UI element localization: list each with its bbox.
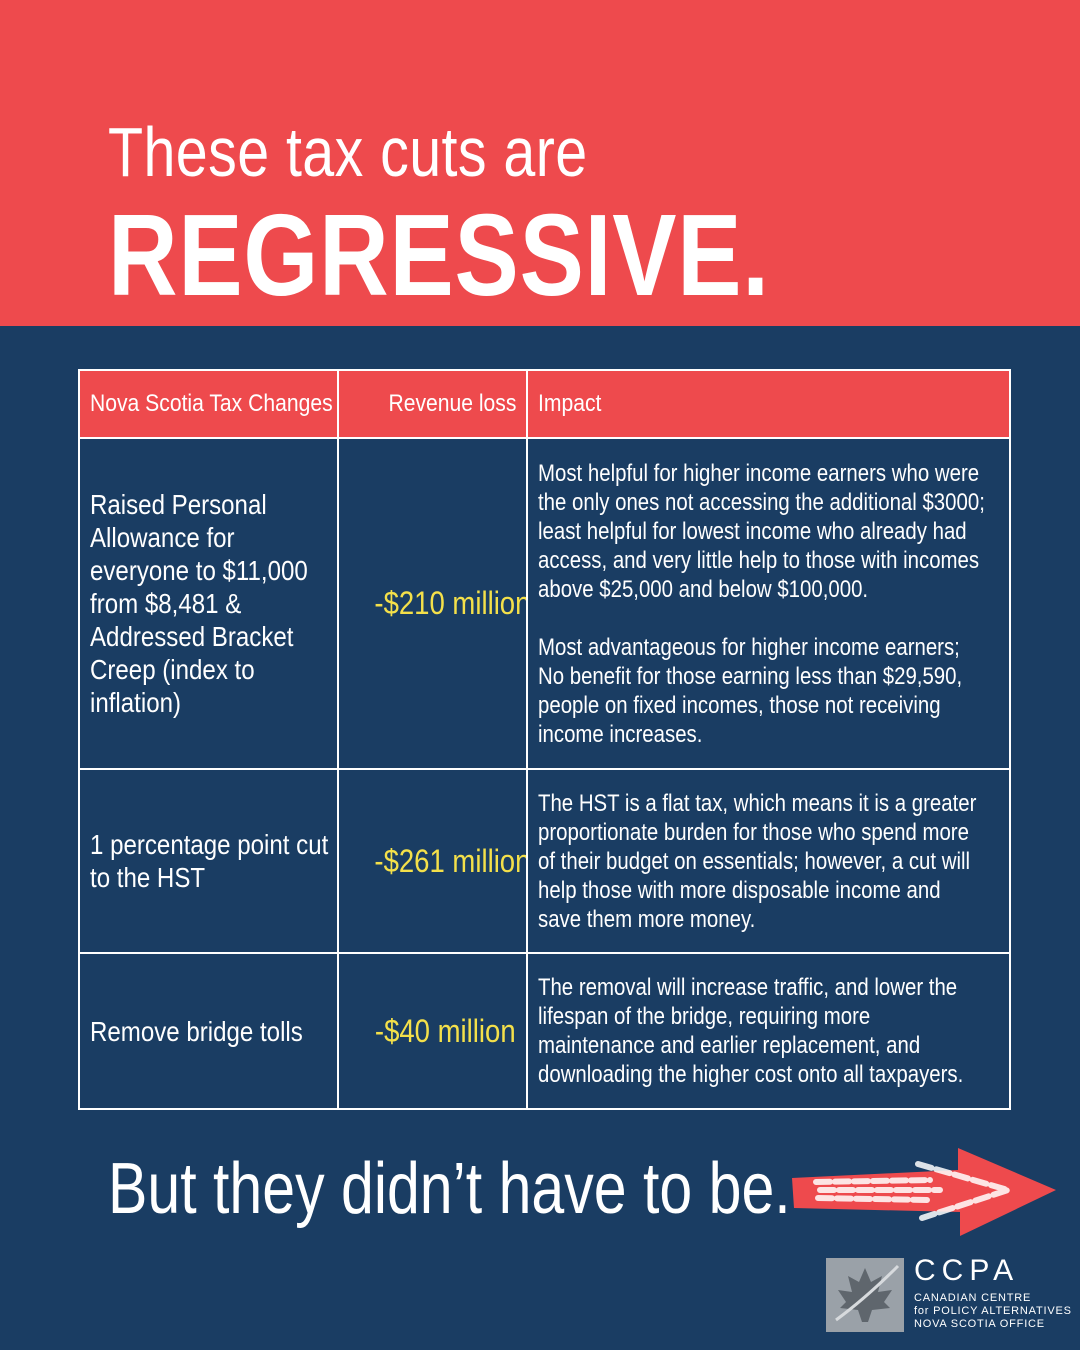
impact-paragraph: Most helpful for higher income earners w…: [538, 459, 985, 603]
tax-change-cell: 1 percentage point cut to the HST: [78, 768, 339, 954]
table-header-row: Nova Scotia Tax Changes Revenue loss Imp…: [78, 369, 1011, 439]
impact-cell: Most helpful for higher income earners w…: [526, 437, 1011, 770]
arrow-right-icon: [792, 1148, 1056, 1236]
logo-name: CCPA: [914, 1254, 1020, 1287]
column-header-tax-changes: Nova Scotia Tax Changes: [78, 369, 339, 439]
tax-change-cell: Remove bridge tolls: [78, 952, 339, 1110]
logo-subtitle-line-3: NOVA SCOTIA OFFICE: [914, 1318, 1045, 1330]
tax-changes-table: Nova Scotia Tax Changes Revenue loss Imp…: [78, 369, 1011, 1110]
column-header-revenue-loss: Revenue loss: [337, 369, 528, 439]
impact-paragraph: Most advantageous for higher income earn…: [538, 633, 963, 748]
logo-subtitle-line-2: for POLICY ALTERNATIVES: [914, 1305, 1072, 1317]
tax-change-cell: Raised Personal Allowance for everyone t…: [78, 437, 339, 770]
column-header-impact: Impact: [526, 369, 1011, 439]
impact-cell: The HST is a flat tax, which means it is…: [526, 768, 1011, 954]
headline-line-2: REGRESSIVE.: [108, 190, 770, 320]
maple-leaf-icon: [826, 1258, 904, 1332]
revenue-loss-cell: -$261 million: [337, 768, 528, 954]
revenue-loss-cell: -$40 million: [337, 952, 528, 1110]
footer-tagline: But they didn’t have to be.: [108, 1149, 791, 1229]
headline-line-1: These tax cuts are: [108, 113, 588, 191]
headline-banner: These tax cuts are REGRESSIVE.: [0, 0, 1080, 326]
impact-paragraph: The removal will increase traffic, and l…: [538, 974, 964, 1088]
logo-subtitle-line-1: CANADIAN CENTRE: [914, 1292, 1032, 1304]
revenue-loss-cell: -$210 million: [337, 437, 528, 770]
impact-paragraph: The HST is a flat tax, which means it is…: [538, 789, 977, 933]
impact-cell: The removal will increase traffic, and l…: [526, 952, 1011, 1110]
table-row: Remove bridge tolls -$40 million The rem…: [78, 952, 1011, 1110]
table-row: Raised Personal Allowance for everyone t…: [78, 437, 1011, 770]
table-row: 1 percentage point cut to the HST -$261 …: [78, 768, 1011, 954]
